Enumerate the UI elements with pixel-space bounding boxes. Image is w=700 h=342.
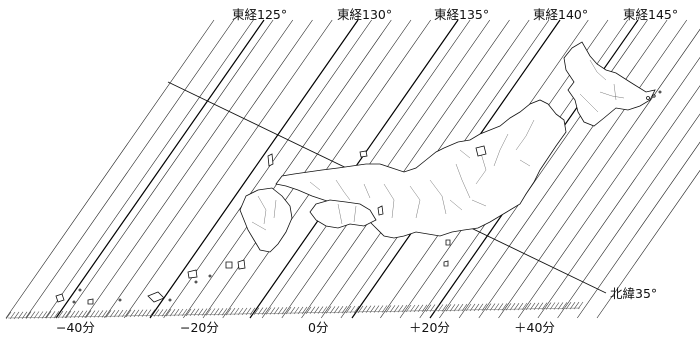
- ishigaki-island: [56, 294, 64, 302]
- time-offset-label-plus40: ＋40分: [514, 321, 555, 335]
- time-offset-label-minus40: −40分: [56, 321, 95, 335]
- sado-island: [476, 146, 486, 156]
- awaji-island: [378, 206, 383, 215]
- time-offset-line: [26, 20, 234, 318]
- time-offset-line: [65, 20, 273, 318]
- meridian-label-145: 東経145°: [623, 8, 678, 22]
- meridian-line-125: [56, 20, 264, 318]
- kyushu: [240, 188, 292, 252]
- time-offset-line: [6, 20, 214, 318]
- yakushima: [226, 262, 232, 268]
- oki-islands: [360, 151, 367, 157]
- time-offset-label-minus20: −20分: [180, 321, 219, 335]
- hachijojima: [444, 261, 448, 266]
- meridian-label-125: 東経125°: [232, 8, 287, 22]
- izu-oshima: [446, 240, 450, 245]
- time-offset-line: [518, 20, 700, 318]
- time-offset-line: [538, 20, 700, 318]
- tsushima: [268, 154, 273, 166]
- miyako-island: [88, 299, 93, 304]
- parallel-label-35: 北緯35°: [610, 287, 657, 301]
- time-offset-label-plus20: ＋20分: [409, 321, 450, 335]
- time-offset-label-zero: 0分: [308, 321, 328, 335]
- time-offset-line: [124, 20, 332, 318]
- amami-island: [188, 270, 197, 278]
- time-offset-line: [45, 20, 253, 318]
- time-offset-line: [597, 20, 700, 318]
- tanegashima: [238, 260, 245, 269]
- meridian-label-130: 東経130°: [337, 8, 392, 22]
- meridian-label-135: 東経135°: [434, 8, 489, 22]
- meridian-label-140: 東経140°: [533, 8, 588, 22]
- baseline: [8, 308, 580, 318]
